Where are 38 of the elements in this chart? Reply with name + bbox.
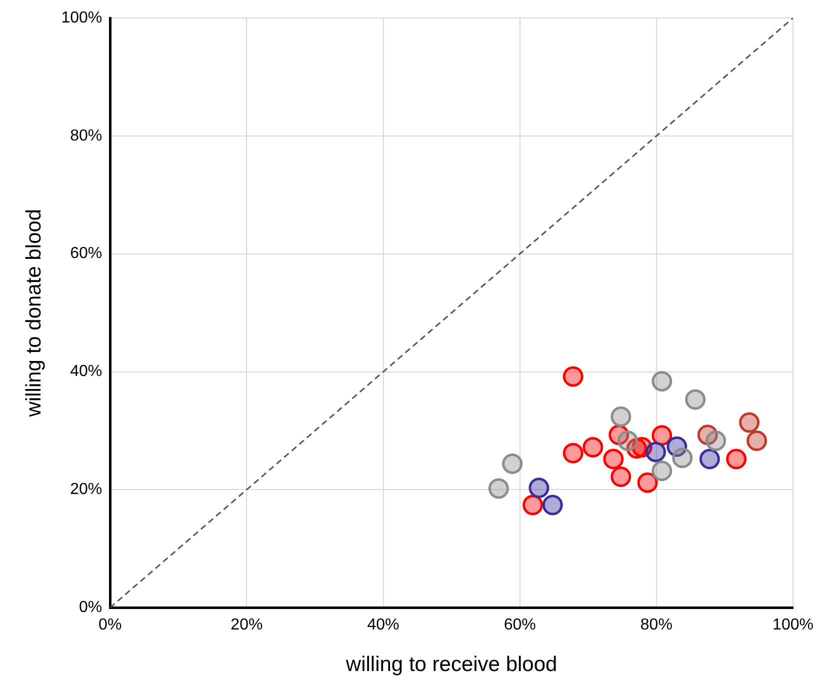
point [706, 430, 726, 451]
x-axis-title: willing to receive blood [344, 653, 558, 676]
y-tick-label: 80% [70, 127, 102, 144]
y-tick-label: 60% [70, 245, 102, 262]
point [672, 448, 693, 468]
point [652, 460, 672, 482]
point [603, 448, 624, 470]
x-tick-label: 100% [772, 616, 814, 634]
point [726, 448, 747, 470]
x-tick-label: 0% [98, 616, 122, 634]
x-tick-label: 80% [640, 616, 672, 634]
point [542, 494, 563, 516]
point [699, 448, 720, 470]
point [610, 406, 632, 427]
y-tick-label: 20% [70, 481, 102, 498]
point [488, 478, 509, 499]
point [582, 436, 604, 458]
point [562, 366, 584, 387]
point [739, 412, 760, 433]
y-tick-label: 40% [70, 363, 102, 380]
y-tick-label: 100% [61, 9, 102, 26]
y-axis-title: willing to donate blood [22, 208, 46, 418]
y-tick-label: 0% [78, 599, 102, 616]
point [562, 442, 584, 464]
point [637, 472, 658, 493]
point [746, 430, 768, 451]
point [617, 430, 638, 451]
x-tick-label: 60% [504, 616, 536, 634]
point [652, 370, 672, 392]
point [652, 425, 672, 446]
point [610, 466, 632, 487]
point [502, 453, 523, 474]
x-tick-label: 40% [367, 616, 400, 634]
point [522, 494, 544, 516]
x-tick-label: 20% [230, 616, 263, 634]
point [645, 442, 666, 462]
point [528, 478, 550, 498]
point [685, 389, 706, 410]
